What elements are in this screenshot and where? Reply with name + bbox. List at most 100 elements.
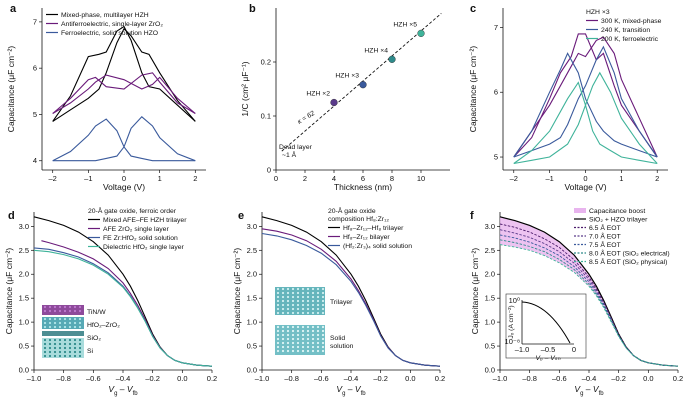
inset-trilayer-block-atom	[316, 291, 320, 295]
inset-trilayer-block-atom	[316, 307, 320, 311]
inset-tin-layer-atom	[63, 309, 67, 313]
inset-trilayer-block-atom	[291, 295, 295, 299]
legend-title-c: HZH ×3	[586, 9, 610, 16]
inset-solid-solution-block-atom	[276, 333, 280, 337]
y-tick-label: 0.0	[247, 366, 257, 375]
vg-part: V	[574, 384, 581, 394]
x-tick-label: –2	[510, 174, 518, 183]
inset-solid-solution-block-atom	[291, 349, 295, 353]
inset-si-layer-atom	[68, 338, 72, 342]
inset-oxide-layer-atom	[58, 321, 62, 325]
vg-part: V	[336, 384, 343, 394]
x-tick-label: –0.2	[145, 374, 160, 383]
inset-tin-layer-atom	[73, 305, 77, 309]
legend-d-2: FE Zr:HfO₂ solid solution	[103, 235, 178, 242]
inset-oxide-layer-atom	[68, 317, 72, 321]
inset-solid-solution-block-atom	[306, 325, 310, 329]
inset-x-label: Vₒ – Vₖₕ	[536, 355, 561, 362]
legend-c-2: 200 K, ferroelectric	[601, 36, 659, 43]
vfb-sub: fb	[361, 391, 367, 397]
inset-solid-solution-block-atom	[276, 329, 280, 333]
y-axis-label: Capacitance (μF cm⁻²)	[4, 248, 14, 335]
inset-si-layer-atom	[43, 342, 47, 346]
inset-solid-solution-block-atom	[316, 341, 320, 345]
x-tick-label: 0	[274, 174, 278, 183]
inset-si-layer-atom	[53, 338, 57, 342]
inset-solid-solution-block-atom	[276, 325, 280, 329]
y-tick-label: 1.5	[19, 294, 29, 303]
series-a-0-down	[52, 25, 196, 122]
inset-si-layer-atom	[43, 350, 47, 354]
inset-oxide-layer-atom	[68, 321, 72, 325]
x-tick-label: –0.4	[116, 374, 131, 383]
inset-si-layer-atom	[78, 350, 82, 354]
x-tick-label: –2	[49, 174, 57, 183]
y-tick-label: 4	[33, 156, 37, 165]
inset-si-layer-atom	[53, 342, 57, 346]
inset-trilayer-block-atom	[281, 291, 285, 295]
inset-solid-solution-block-atom	[286, 329, 290, 333]
inset-trilayer-block-atom	[276, 287, 280, 291]
x-tick-label: 6	[361, 174, 365, 183]
inset-si-layer-atom	[73, 346, 77, 350]
inset-solid-solution-block-atom	[321, 337, 325, 341]
series-a-2-down	[52, 118, 196, 162]
y-tick-label: 7	[494, 23, 498, 32]
x-tick-label: 0	[583, 174, 587, 183]
inset-solid-solution-block-atom	[311, 337, 315, 341]
inset-trilayer-block-atom	[276, 307, 280, 311]
x-tick-label: –0.2	[373, 374, 388, 383]
inset-solid-solution-block-atom	[296, 341, 300, 345]
inset-oxide-layer-atom	[78, 321, 82, 325]
inset-solid-solution-block-atom	[296, 345, 300, 349]
inset-solid-solution-block-atom	[316, 349, 320, 353]
x-tick-label: –0.2	[611, 374, 626, 383]
inset-solid-solution-block-atom	[286, 337, 290, 341]
y-tick-label: 1.0	[19, 318, 29, 327]
series-c-0-up	[513, 36, 658, 158]
inset-trilayer-block-atom	[286, 307, 290, 311]
inset-trilayer-block-atom	[316, 295, 320, 299]
inset-trilayer-block-atom	[296, 295, 300, 299]
legend-c-0: 300 K, mixed-phase	[601, 18, 662, 25]
inset-tin-layer-atom	[53, 309, 57, 313]
inset-oxide-layer-atom	[48, 317, 52, 321]
x-tick-label: 2	[655, 174, 659, 183]
inset-solid-solution-block-atom	[276, 341, 280, 345]
inset-oxide-layer-atom	[73, 321, 77, 325]
inset-oxide-layer-atom	[68, 325, 72, 329]
y-tick-label: 1.5	[247, 294, 257, 303]
inset-solid-solution-block-atom	[286, 333, 290, 337]
inset-tin-layer-atom	[68, 309, 72, 313]
inset-trilayer-block-atom	[316, 303, 320, 307]
inset-solid-solution-block-atom	[306, 345, 310, 349]
x-tick-label: 0.0	[643, 374, 653, 383]
inset-oxide-layer-atom	[58, 317, 62, 321]
x-tick-label: 1	[158, 174, 162, 183]
inset-solid-solution-block-atom	[291, 345, 295, 349]
y-axis-label: Capacitance (μF cm⁻²)	[470, 248, 480, 335]
legend-e-0: Hf₈–Zr₁₂–Hf₈ trilayer	[343, 225, 404, 232]
inset-trilayer-block-atom	[321, 299, 325, 303]
inset-trilayer-block-atom	[301, 311, 305, 315]
inset-solid-solution-block-atom	[281, 337, 285, 341]
inset-trilayer-block-atom	[306, 295, 310, 299]
x-tick-label: 2	[193, 174, 197, 183]
series-f-4	[499, 239, 679, 367]
x-axis-label: Vg – Vfb	[108, 384, 138, 397]
x-tick-label: 1	[619, 174, 623, 183]
inset-si-layer-atom	[73, 350, 77, 354]
inset-trilayer-block-atom	[286, 295, 290, 299]
inset-trilayer-block-atom	[301, 299, 305, 303]
inset-solid-solution-block-atom	[306, 333, 310, 337]
inset-trilayer-block-atom	[276, 303, 280, 307]
x-tick-label: 0.2	[207, 374, 217, 383]
x-tick-label: 0.2	[435, 374, 445, 383]
inset-trilayer-block-atom	[311, 295, 315, 299]
y-tick-label: 0.0	[19, 366, 29, 375]
inset-solid-solution-block-atom	[321, 329, 325, 333]
panel-label-a: a	[10, 3, 17, 15]
inset-oxide-layer-atom	[53, 317, 57, 321]
inset-si-layer	[42, 338, 84, 358]
vfb-part: V	[593, 384, 600, 394]
